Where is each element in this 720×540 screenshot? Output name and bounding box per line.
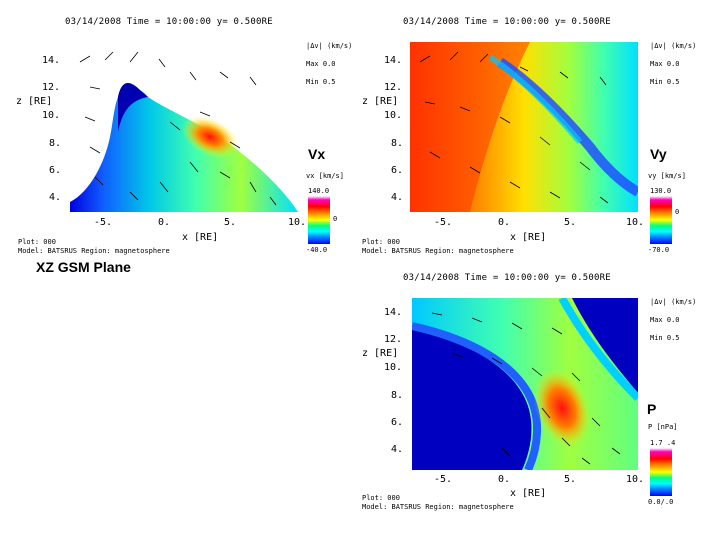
colorbar — [650, 196, 672, 244]
xtick: 10. — [626, 217, 645, 228]
colorbar-max: 140.0 — [308, 187, 330, 195]
xtick: -5. — [434, 217, 453, 228]
ylabel: z [RE] — [362, 348, 399, 359]
ytick: 14. — [384, 55, 403, 66]
legend-entry: |Δv| (km/s) — [306, 42, 353, 50]
footer-line: Plot: 000 — [362, 494, 400, 502]
footer-line: Model: BATSRUS Region: magnetosphere — [362, 247, 514, 255]
panel-vy: 03/14/2008 Time = 10:00:00 y= 0.500RE 14… — [360, 0, 720, 270]
variable-label: Vx — [308, 146, 326, 162]
ytick: 8. — [49, 138, 62, 149]
ytick: 8. — [391, 138, 404, 149]
xlabel: x [RE] — [510, 488, 547, 499]
panel-p: 03/14/2008 Time = 10:00:00 y= 0.500RE 14… — [360, 270, 720, 540]
ytick: 10. — [384, 110, 403, 121]
xtick: 5. — [224, 217, 237, 228]
ytick: 14. — [42, 55, 61, 66]
legend-entry: Max 0.0 — [650, 60, 680, 68]
ytick: 4. — [391, 444, 404, 455]
legend-entry: Max 0.0 — [650, 316, 680, 324]
colorbar-label: vy [km/s] — [648, 172, 686, 180]
xtick: 5. — [564, 217, 577, 228]
ytick: 12. — [384, 82, 403, 93]
footer-line: Plot: 000 — [362, 238, 400, 246]
plot-area-vy — [410, 42, 638, 212]
colorbar-min: -70.0 — [648, 246, 670, 254]
panel-title: 03/14/2008 Time = 10:00:00 y= 0.500RE — [403, 17, 611, 27]
xtick: 10. — [288, 217, 307, 228]
colorbar-min: -40.0 — [306, 246, 328, 254]
legend-entry: |Δv| (km/s) — [650, 298, 697, 306]
xtick: 0. — [498, 217, 511, 228]
footer-line: Model: BATSRUS Region: magnetosphere — [362, 503, 514, 511]
plot-area-vx — [70, 42, 298, 212]
ytick: 10. — [42, 110, 61, 121]
xlabel: x [RE] — [182, 232, 219, 243]
page-subtitle: XZ GSM Plane — [36, 259, 131, 275]
xtick: 0. — [498, 474, 511, 485]
footer-line: Model: BATSRUS Region: magnetosphere — [18, 247, 170, 255]
xtick: 5. — [564, 474, 577, 485]
flow-vectors — [419, 51, 609, 204]
legend-entry: Min 0.5 — [306, 78, 336, 86]
ytick: 4. — [391, 192, 404, 203]
ylabel: z [RE] — [362, 96, 399, 107]
ytick: 14. — [384, 307, 403, 318]
ytick: 6. — [49, 165, 62, 176]
flow-vectors — [431, 312, 621, 465]
xtick: -5. — [434, 474, 453, 485]
ytick: 4. — [49, 192, 62, 203]
panel-title: 03/14/2008 Time = 10:00:00 y= 0.500RE — [403, 273, 611, 283]
legend-entry: |Δv| (km/s) — [650, 42, 697, 50]
legend-entry: Min 0.5 — [650, 78, 680, 86]
ytick: 12. — [384, 334, 403, 345]
xtick: 10. — [626, 474, 645, 485]
colorbar-min: 0.0/.0 — [648, 498, 674, 506]
footer-line: Plot: 000 — [18, 238, 56, 246]
colorbar-max: 130.0 — [650, 187, 672, 195]
xtick: -5. — [94, 217, 113, 228]
panel-title: 03/14/2008 Time = 10:00:00 y= 0.500RE — [65, 17, 273, 27]
xtick: 0. — [158, 217, 171, 228]
xlabel: x [RE] — [510, 232, 547, 243]
panel-vx: 03/14/2008 Time = 10:00:00 y= 0.500RE — [0, 0, 360, 270]
ytick: 6. — [391, 165, 404, 176]
ytick: 6. — [391, 417, 404, 428]
plot-area-p — [412, 298, 638, 470]
colorbar-mid: 0 — [675, 208, 680, 216]
magnetosphere-region — [412, 328, 532, 470]
ytick: 8. — [391, 390, 404, 401]
ytick: 10. — [384, 362, 403, 373]
colorbar-max: 1.7 .4 — [650, 439, 676, 447]
variable-label: P — [647, 401, 657, 417]
colorbar-mid: 0 — [333, 215, 338, 223]
magnetosheath-region — [70, 87, 298, 212]
variable-label: Vy — [650, 146, 667, 162]
colorbar — [308, 196, 330, 244]
ytick: 12. — [42, 82, 61, 93]
colorbar-label: vx [km/s] — [306, 172, 344, 180]
legend-entry: Min 0.5 — [650, 334, 680, 342]
colorbar — [650, 448, 672, 496]
colorbar-label: P [nPa] — [648, 423, 678, 431]
ylabel: z [RE] — [16, 96, 53, 107]
flow-vectors — [79, 51, 277, 206]
legend-entry: Max 0.0 — [306, 60, 336, 68]
